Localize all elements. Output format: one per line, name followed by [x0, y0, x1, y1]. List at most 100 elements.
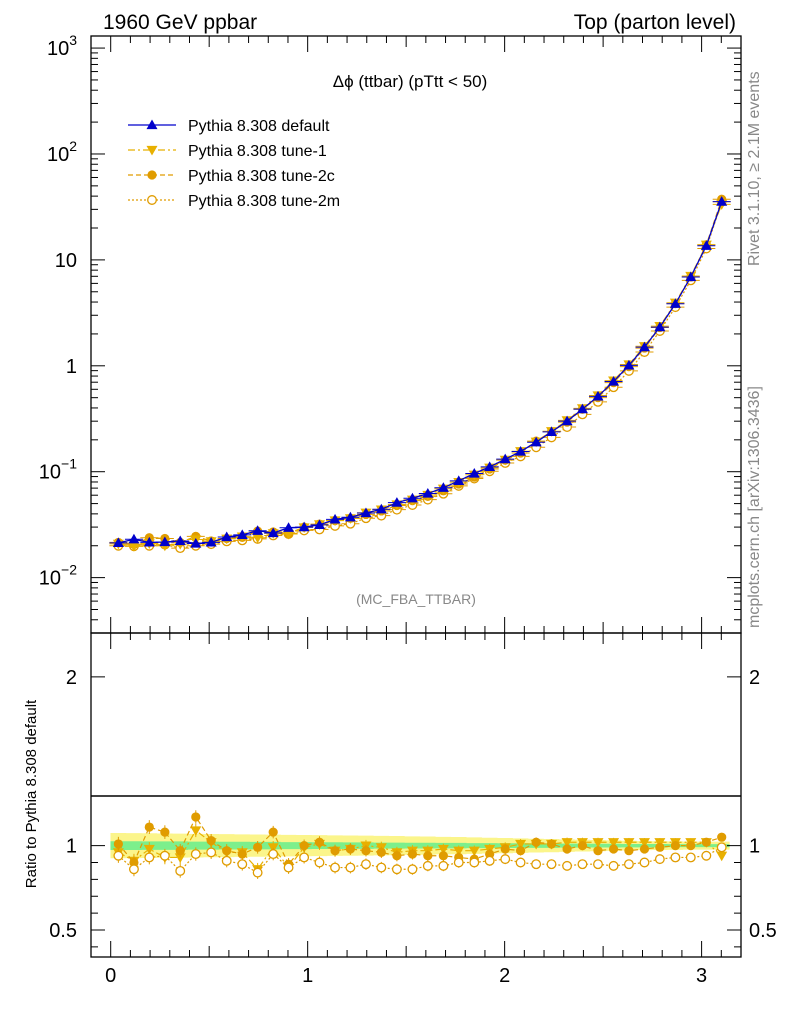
ratio-point [128, 864, 139, 875]
legend-marker [146, 119, 158, 130]
ratio-point [206, 847, 217, 858]
ratio-point [438, 851, 448, 861]
legend: Pythia 8.308 default Pythia 8.308 tune-1 P… [128, 118, 340, 210]
ratio-point [190, 826, 202, 836]
ratio-series-2 [113, 810, 727, 871]
data-point [515, 445, 527, 456]
data-point [283, 529, 295, 540]
ratio-point [299, 852, 310, 863]
ratio-point [515, 846, 526, 856]
ratio-y-tick-label-right: 2 [749, 667, 760, 689]
x-tick-label: 0 [105, 965, 116, 987]
ratio-point [593, 846, 603, 856]
ratio-point [670, 852, 681, 863]
y-tick-label-base: 10 [47, 144, 69, 166]
ratio-point [593, 859, 603, 870]
ratio-y-tick-label-left: 2 [66, 667, 77, 689]
plot-title: Δϕ (ttbar) (pTtt < 50) [333, 72, 488, 91]
y-tick-label: 10−2 [39, 562, 77, 590]
ratio-point [253, 842, 263, 852]
ratio-point [623, 838, 635, 848]
data-point [375, 503, 387, 514]
legend-marker [147, 170, 157, 180]
ratio-point [159, 850, 170, 861]
y-tick-label: 10 [55, 250, 77, 272]
ratio-point [639, 857, 650, 868]
main-axis-ticks [90, 36, 742, 634]
legend-item: Pythia 8.308 tune-1 [128, 143, 327, 160]
data-point [159, 536, 171, 547]
ratio-point [654, 854, 665, 865]
ratio-point [175, 865, 186, 876]
ratio-point [268, 827, 278, 837]
ratio-point [252, 867, 263, 878]
ratio-point [701, 837, 711, 847]
ratio-y-tick-label-right: 0.5 [749, 920, 777, 942]
data-point [700, 240, 712, 250]
ratio-point [484, 855, 495, 866]
data-point [546, 426, 558, 437]
data-point [329, 513, 341, 524]
data-point [174, 535, 186, 546]
ratio-point [608, 838, 620, 848]
ratio-point [453, 846, 465, 857]
data-point [576, 403, 588, 414]
ratio-point [638, 838, 650, 848]
ratio-point [190, 849, 201, 860]
ratio-point [562, 844, 572, 854]
mcplots-label: mcplots.cern.ch [arXiv:1306.3436] [746, 386, 763, 628]
ratio-point [345, 862, 356, 873]
data-point [360, 507, 372, 518]
legend-marker [146, 145, 158, 156]
y-tick-label-exponent: −1 [61, 456, 77, 472]
data-point [391, 497, 403, 507]
green-uncertainty-band [110, 841, 730, 851]
y-tick-label-exponent: 3 [69, 32, 77, 48]
ratio-point [143, 844, 155, 855]
y-tick-label-base: 10 [39, 568, 61, 590]
ratio-point [515, 857, 526, 868]
legend-item: Pythia 8.308 tune-2m [128, 193, 340, 210]
ratio-line [117, 815, 722, 866]
ratio-point [623, 859, 634, 870]
y-tick-label-exponent: −2 [61, 562, 77, 578]
y-tick-label-base: 10 [39, 462, 61, 484]
data-point [654, 321, 666, 332]
data-point [221, 531, 233, 542]
ratio-point [500, 844, 510, 854]
legend-label: Pythia 8.308 tune-2m [188, 193, 340, 210]
header-right: Top (parton level) [574, 11, 736, 34]
data-point [437, 482, 449, 492]
ratio-point [222, 846, 232, 856]
data-point [190, 537, 202, 548]
ratio-point [144, 822, 154, 832]
ratio-point [577, 841, 588, 851]
data-point [406, 492, 418, 503]
ratio-point [283, 862, 294, 873]
data-point [283, 522, 295, 532]
ratio-point [113, 839, 123, 849]
ratio-point [407, 849, 418, 859]
ratio-point [314, 837, 325, 847]
ratio-point [206, 835, 216, 846]
ratio-point [391, 864, 402, 875]
ratio-line [117, 846, 722, 874]
uncertainty-bands [110, 832, 730, 859]
ratio-point [330, 846, 340, 856]
data-point [252, 525, 264, 535]
ratio-point [423, 851, 433, 861]
data-point [422, 488, 434, 498]
ratio-point [113, 850, 124, 861]
y-tick-label: 102 [47, 138, 77, 166]
ratio-point [376, 862, 387, 873]
ratio-point [237, 849, 247, 859]
ratio-point [655, 842, 665, 852]
ratio-point [701, 850, 712, 861]
ratio-point [422, 860, 433, 871]
data-point [716, 196, 728, 206]
ratio-point [716, 842, 727, 853]
ratio-point [237, 859, 248, 870]
rivet-label: Rivet 3.1.10, ≥ 2.1M events [746, 71, 763, 266]
ratio-point [175, 846, 185, 856]
